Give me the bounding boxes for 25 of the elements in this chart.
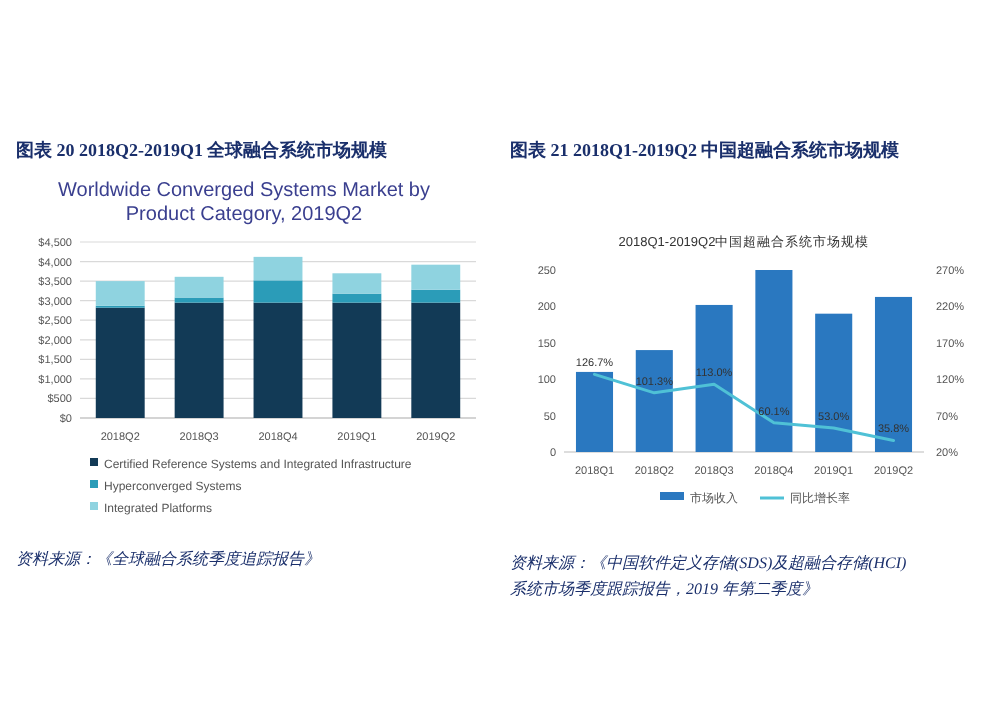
chart-subtitle: Worldwide Converged Systems Market by Product Category, 2019Q2 [58, 180, 430, 226]
text: 资料来源：《中国软件定义存储(SDS)及超融合存储(HCI)系统市场季度跟踪报告，2019 年第二季度》 [510, 554, 908, 598]
bar [575, 371, 614, 452]
bar [332, 273, 382, 294]
bar [695, 304, 733, 452]
bar [755, 270, 793, 452]
chart-title: 图表 20 2018Q2-2019Q1 全球融合系统市场规模 [16, 140, 390, 160]
bar [253, 302, 303, 418]
bar [253, 256, 303, 281]
bar [95, 281, 145, 306]
bar [411, 289, 461, 303]
bar [815, 313, 853, 452]
text: 资料来源：《全球融合系统季度追踪报告》 [16, 550, 320, 568]
bar [635, 350, 673, 452]
bar [174, 302, 224, 418]
bar [874, 296, 913, 452]
bar [411, 264, 461, 290]
bar [95, 307, 145, 418]
bar [174, 297, 224, 303]
chart-title: 图表 21 2018Q1-2019Q2 中国超融合系统市场规模 [510, 140, 902, 160]
bar [332, 293, 382, 303]
bar [332, 302, 382, 418]
bar [253, 280, 303, 303]
bar [411, 302, 461, 418]
bar [174, 276, 224, 298]
